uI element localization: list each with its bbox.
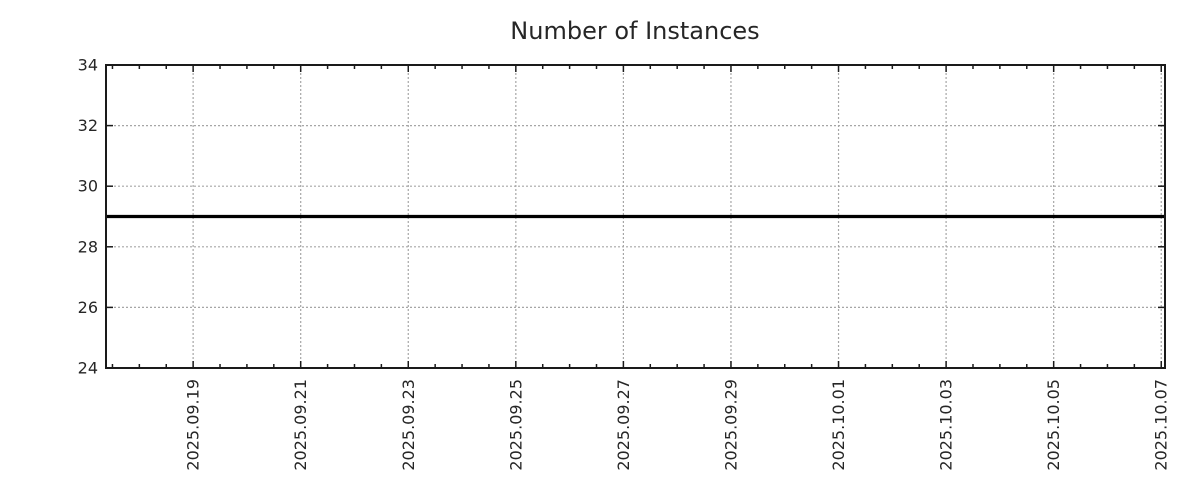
y-tick-label: 26 <box>78 298 98 317</box>
x-tick-label: 2025.10.01 <box>829 379 848 471</box>
x-tick-label: 2025.09.29 <box>721 379 740 471</box>
x-tick-label: 2025.10.03 <box>937 379 956 471</box>
y-tick-labels: 24 26 28 30 32 34 <box>78 56 98 378</box>
gridlines <box>106 65 1165 368</box>
x-tick-label: 2025.09.25 <box>506 379 525 471</box>
x-tick-label: 2025.09.27 <box>614 379 633 471</box>
x-tick-label: 2025.10.07 <box>1152 379 1171 471</box>
plot-border <box>105 64 1166 369</box>
x-tick-label: 2025.09.21 <box>291 379 310 471</box>
x-tick-label: 2025.09.19 <box>184 379 203 471</box>
y-tick-label: 34 <box>78 56 98 75</box>
y-tick-label: 28 <box>78 237 98 256</box>
chart-title: Number of Instances <box>510 17 759 45</box>
x-tick-label: 2025.09.23 <box>399 379 418 471</box>
y-tick-label: 30 <box>78 177 98 196</box>
x-tick-label: 2025.10.05 <box>1044 379 1063 471</box>
y-tick-label: 24 <box>78 359 98 378</box>
x-tick-labels: 2025.09.19 2025.09.21 2025.09.23 2025.09.25… <box>184 379 1171 471</box>
y-tick-label: 32 <box>78 116 98 135</box>
